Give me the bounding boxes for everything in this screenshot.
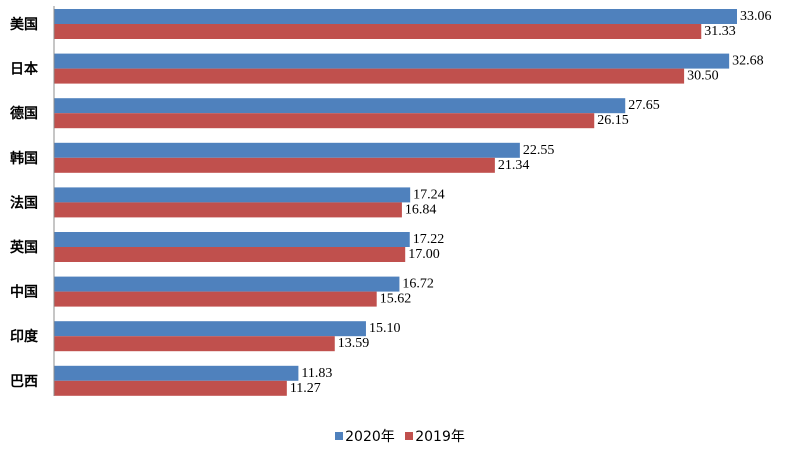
bars-group (54, 9, 737, 396)
category-label-中国: 中国 (10, 284, 38, 301)
value-label-德国-2020年: 27.65 (628, 98, 660, 113)
legend-label-2019: 2019年 (415, 429, 465, 445)
value-label-巴西-2019年: 11.27 (290, 381, 321, 396)
value-label-日本-2020年: 32.68 (732, 54, 764, 69)
legend-swatch-2019 (405, 432, 414, 440)
bar-英国-2019年 (54, 247, 406, 262)
bar-德国-2019年 (54, 113, 595, 129)
value-label-印度-2020年: 15.10 (369, 321, 401, 336)
value-label-法国-2019年: 16.84 (405, 202, 437, 217)
bar-英国-2020年 (54, 232, 410, 247)
bar-美国-2019年 (54, 24, 702, 39)
value-label-韩国-2019年: 21.34 (498, 158, 529, 173)
value-label-德国-2019年: 26.15 (597, 113, 629, 128)
value-label-日本-2019年: 30.50 (687, 69, 719, 84)
value-label-英国-2019年: 17.00 (408, 247, 440, 262)
legend-item-2019: 2019年 (405, 426, 465, 446)
bar-法国-2020年 (54, 187, 411, 203)
bar-美国-2020年 (54, 9, 737, 24)
category-label-英国: 英国 (9, 239, 38, 256)
bar-巴西-2020年 (54, 365, 299, 381)
legend-swatch-2020 (335, 432, 344, 440)
bar-印度-2020年 (54, 321, 366, 337)
value-label-中国-2019年: 15.62 (380, 292, 412, 307)
legend-item-2020: 2020年 (335, 426, 395, 446)
bar-韩国-2019年 (54, 157, 495, 173)
value-label-美国-2019年: 31.33 (704, 24, 736, 39)
bar-日本-2019年 (54, 68, 685, 84)
category-label-巴西: 巴西 (10, 374, 38, 390)
bar-巴西-2019年 (54, 380, 287, 396)
bar-法国-2019年 (54, 202, 402, 218)
category-label-法国: 法国 (10, 194, 38, 211)
bar-日本-2020年 (54, 53, 730, 69)
category-label-日本: 日本 (10, 61, 39, 78)
value-label-巴西-2020年: 11.83 (301, 366, 332, 381)
category-label-印度: 印度 (10, 328, 39, 345)
bar-韩国-2020年 (54, 142, 520, 158)
bar-中国-2019年 (54, 291, 377, 307)
bar-印度-2019年 (54, 336, 335, 352)
value-label-韩国-2020年: 22.55 (523, 143, 555, 158)
value-label-法国-2020年: 17.24 (413, 187, 445, 202)
value-label-美国-2020年: 33.06 (740, 9, 772, 24)
bar-中国-2020年 (54, 276, 400, 292)
value-label-中国-2020年: 16.72 (402, 277, 434, 292)
value-label-印度-2019年: 13.59 (338, 336, 370, 351)
category-label-韩国: 韩国 (10, 150, 38, 167)
bar-德国-2020年 (54, 98, 626, 114)
legend: 2020年 2019年 (0, 426, 800, 446)
legend-label-2020: 2020年 (345, 429, 395, 445)
category-label-德国: 德国 (10, 105, 38, 122)
value-label-英国-2020年: 17.22 (413, 232, 445, 247)
category-label-美国: 美国 (10, 16, 38, 33)
